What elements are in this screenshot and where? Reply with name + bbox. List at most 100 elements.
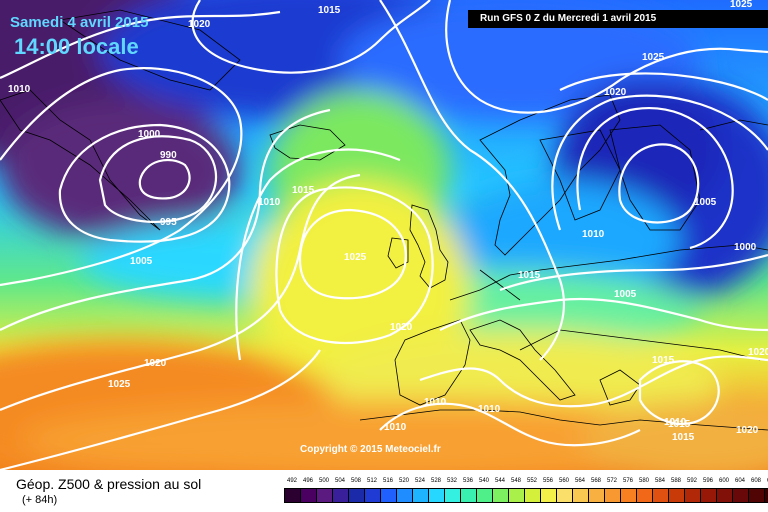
legend-value: 592: [686, 478, 697, 484]
isobar-label: 1005: [694, 197, 717, 208]
legend-value: 584: [654, 478, 665, 484]
legend-value: 608: [750, 478, 761, 484]
isobar-label: 1005: [614, 289, 637, 300]
isobar-label: 1010: [478, 404, 501, 415]
isobar-label: 1025: [108, 379, 131, 390]
isobar-label: 1020: [748, 347, 768, 358]
legend-value: 504: [334, 478, 345, 484]
isobar: [499, 253, 768, 292]
isobar-label: 1020: [144, 358, 167, 369]
forecast-date: Samedi 4 avril 2015: [10, 14, 149, 31]
legend-swatches: [284, 488, 768, 503]
isobar: [618, 143, 700, 224]
isobar: [576, 107, 734, 250]
legend-value: 492: [286, 478, 297, 484]
legend-swatch: [365, 488, 381, 503]
isobar: [551, 94, 768, 231]
legend-swatch: [637, 488, 653, 503]
legend-swatch: [333, 488, 349, 503]
legend-swatch: [589, 488, 605, 503]
legend-value: 500: [318, 478, 329, 484]
legend-value: 548: [510, 478, 521, 484]
legend-swatch: [509, 488, 525, 503]
legend-swatch: [765, 488, 768, 503]
isobar-label: 1000: [138, 129, 161, 140]
legend-value: 596: [702, 478, 713, 484]
map-canvas: 1015 1020 1025 1010 1020 1000 990 995 10…: [0, 0, 768, 470]
legend-swatch: [717, 488, 733, 503]
legend-value: 564: [574, 478, 585, 484]
legend-swatch: [381, 488, 397, 503]
legend-swatch: [284, 488, 301, 503]
legend-value: 524: [414, 478, 425, 484]
legend-swatch: [493, 488, 509, 503]
isobar: [138, 158, 191, 200]
isobar-label: 1010: [582, 229, 605, 240]
isobar: [419, 355, 768, 408]
legend-swatch: [557, 488, 573, 503]
isobar-label: 1010: [258, 197, 281, 208]
legend-value: 544: [494, 478, 505, 484]
legend-swatch: [653, 488, 669, 503]
legend-swatch: [749, 488, 765, 503]
isobars: [0, 0, 768, 470]
map-title: Géop. Z500 & pression au sol: [16, 476, 202, 492]
isobar-label: 1010: [424, 397, 447, 408]
isobar-label: 1010: [8, 84, 31, 95]
isobar: [0, 10, 281, 80]
legend-swatch: [477, 488, 493, 503]
legend-value: 532: [446, 478, 457, 484]
legend-swatch: [429, 488, 445, 503]
legend-value: 580: [638, 478, 649, 484]
legend-swatch: [541, 488, 557, 503]
legend-swatch: [445, 488, 461, 503]
isobar: [0, 108, 331, 331]
legend-ticks: 492 496 500 504 508 512 516 520 524 528 532 536 540 5…: [284, 478, 768, 488]
legend-value: 496: [302, 478, 313, 484]
legend-value: 568: [590, 478, 601, 484]
isobar-label: 1020: [188, 19, 211, 30]
isobar-label: 1020: [736, 425, 759, 436]
isobar-label: 1015: [672, 432, 695, 443]
isobar: [0, 349, 321, 470]
legend-swatch: [605, 488, 621, 503]
legend-swatch: [349, 488, 365, 503]
legend-swatch: [685, 488, 701, 503]
isobar-label: 1020: [604, 87, 627, 98]
isobar: [439, 297, 768, 332]
legend-value: 556: [542, 478, 553, 484]
isobar-label: 995: [160, 217, 177, 228]
copyright: Copyright © 2015 Meteociel.fr: [300, 444, 441, 455]
isobar: [379, 0, 565, 361]
legend-value: 516: [382, 478, 393, 484]
legend-swatch: [461, 488, 477, 503]
isobar: [298, 208, 407, 300]
legend-value: 512: [366, 478, 377, 484]
legend-swatch: [301, 488, 317, 503]
legend-value: 552: [526, 478, 537, 484]
isobar-label: 1005: [130, 256, 153, 267]
legend-swatch: [669, 488, 685, 503]
legend-value: 600: [718, 478, 729, 484]
isobar-label: 1025: [730, 0, 753, 10]
isobar-label: 1015: [518, 270, 541, 281]
legend-swatch: [701, 488, 717, 503]
isobar-label: 990: [160, 150, 177, 161]
isobar-label: 1000: [734, 242, 757, 253]
legend-value: 528: [430, 478, 441, 484]
forecast-hour: (+ 84h): [22, 494, 58, 506]
legend-value: 612: [764, 478, 768, 488]
isobar-label: 1010: [384, 422, 407, 433]
legend-swatch: [733, 488, 749, 503]
isobar-label: 1010: [664, 417, 687, 428]
isobar: [559, 72, 768, 101]
isobar-label: 1020: [390, 322, 413, 333]
isobar-label: 1025: [344, 252, 367, 263]
legend-value: 540: [478, 478, 489, 484]
legend-swatch: [317, 488, 333, 503]
isobar: [235, 148, 401, 361]
legend-value: 588: [670, 478, 681, 484]
isobar: [0, 67, 243, 287]
forecast-time: 14:00 locale: [14, 34, 139, 59]
legend-swatch: [525, 488, 541, 503]
